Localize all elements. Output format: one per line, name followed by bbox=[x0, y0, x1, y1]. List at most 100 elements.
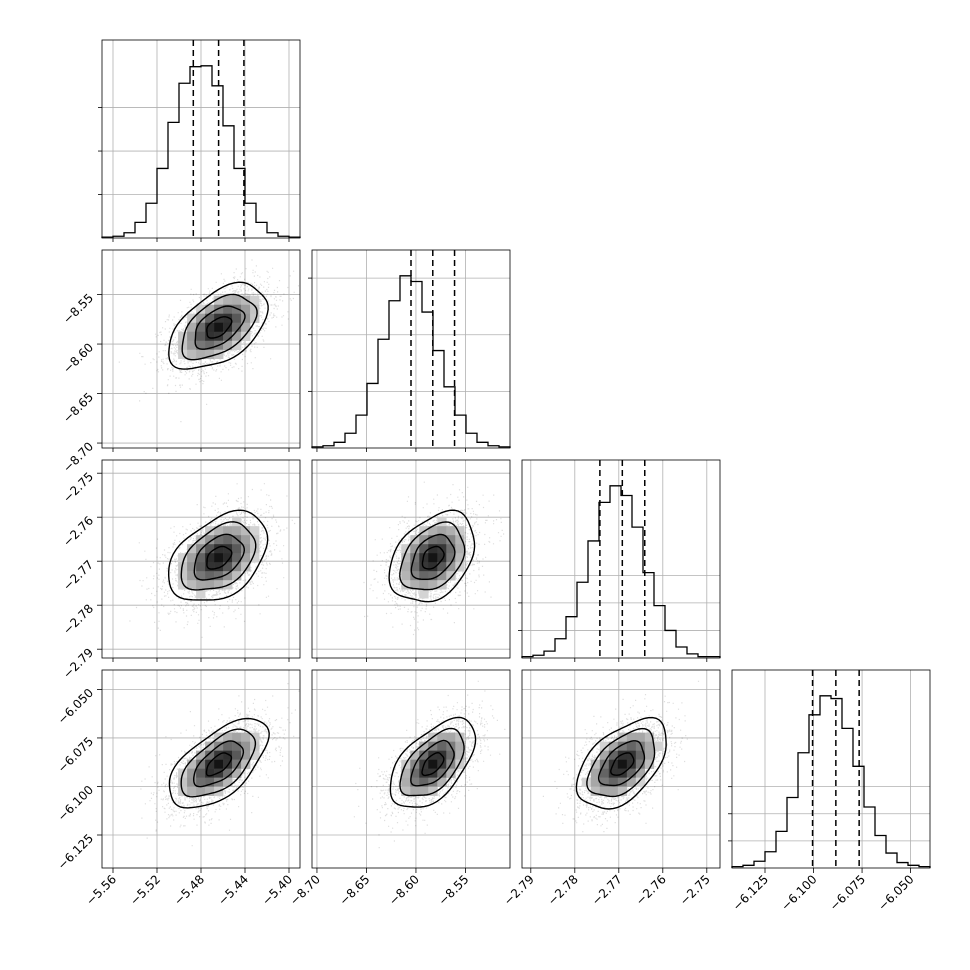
contour-level-1 bbox=[193, 533, 246, 581]
contour-level-2 bbox=[180, 521, 257, 591]
density-cell bbox=[205, 535, 215, 545]
density-cell bbox=[223, 526, 233, 536]
density-cell bbox=[196, 553, 206, 563]
hist-panel-3 bbox=[728, 669, 931, 869]
density-cell bbox=[205, 322, 215, 333]
x-tick-label: −6.125 bbox=[730, 872, 771, 913]
density-cell bbox=[232, 313, 242, 324]
density-cell bbox=[241, 750, 251, 760]
contour-level-0 bbox=[206, 316, 233, 339]
density-cell bbox=[419, 786, 429, 796]
panel-body bbox=[102, 250, 300, 448]
density-cell bbox=[590, 786, 601, 796]
density-cell bbox=[196, 340, 206, 351]
density-cell bbox=[437, 526, 447, 536]
density-cell bbox=[410, 553, 420, 563]
contour-level-3 bbox=[168, 509, 269, 601]
y-tick-label: −8.70 bbox=[60, 439, 96, 475]
density-cell bbox=[419, 535, 429, 545]
density-cell bbox=[232, 741, 242, 751]
x-tick-label: −2.77 bbox=[589, 872, 625, 908]
density-cell bbox=[196, 768, 206, 778]
density-cell bbox=[446, 562, 456, 572]
panel-body bbox=[102, 460, 300, 658]
scatter-panel-2-0 bbox=[101, 459, 301, 659]
density-cell bbox=[187, 331, 197, 342]
density-cell bbox=[187, 553, 197, 563]
density-cell bbox=[187, 349, 197, 360]
density-cell bbox=[599, 768, 610, 778]
x-tick-label: −2.75 bbox=[677, 872, 713, 908]
density-cell bbox=[205, 562, 215, 572]
y-tick-label: −8.55 bbox=[60, 291, 96, 327]
density-cell bbox=[644, 741, 655, 751]
density-cell bbox=[590, 777, 601, 787]
density-cell bbox=[223, 777, 233, 787]
contour-level-2 bbox=[181, 293, 258, 361]
density-cell bbox=[241, 304, 251, 315]
density-cell bbox=[419, 768, 429, 778]
density-cell bbox=[635, 777, 646, 787]
density-cell bbox=[401, 571, 411, 581]
density-cell bbox=[187, 786, 197, 796]
density-cell bbox=[455, 526, 465, 536]
density-cell bbox=[241, 732, 251, 742]
contour-level-2 bbox=[586, 727, 656, 798]
density-cell bbox=[223, 340, 233, 351]
contour-level-0 bbox=[206, 545, 233, 570]
density-cell bbox=[617, 732, 628, 742]
scatter-panel-3-0 bbox=[101, 669, 301, 869]
density-cell bbox=[205, 349, 215, 360]
density-cell bbox=[232, 768, 242, 778]
contour-level-0 bbox=[205, 752, 233, 777]
density-cell bbox=[205, 759, 215, 769]
density-cell bbox=[401, 777, 411, 787]
contour-level-3 bbox=[168, 717, 270, 809]
density-cell bbox=[428, 580, 438, 590]
density-cell bbox=[455, 553, 465, 563]
density-cell bbox=[214, 535, 224, 545]
density-cell bbox=[241, 759, 251, 769]
density-cell bbox=[178, 571, 188, 581]
density-cell bbox=[437, 732, 447, 742]
density-cell bbox=[608, 777, 619, 787]
y-tick-label: −2.75 bbox=[60, 469, 96, 505]
density-cell bbox=[223, 322, 233, 333]
density-cell bbox=[644, 759, 655, 769]
density-cell bbox=[599, 777, 610, 787]
density-cell bbox=[410, 580, 420, 590]
histogram-step-0 bbox=[101, 65, 301, 238]
density-cell bbox=[241, 535, 251, 545]
x-tick-label: −8.60 bbox=[386, 872, 422, 908]
x-tick-label: −2.76 bbox=[633, 872, 669, 908]
density-cell bbox=[196, 331, 206, 342]
y-tick-label: −6.075 bbox=[55, 734, 96, 775]
x-tick-label: −2.78 bbox=[545, 872, 581, 908]
density-cell bbox=[241, 562, 251, 572]
x-tick-label: −8.70 bbox=[287, 872, 323, 908]
y-tick-label: −2.78 bbox=[60, 601, 96, 637]
density-cell bbox=[446, 526, 456, 536]
density-cell bbox=[232, 750, 242, 760]
density-cell bbox=[428, 562, 438, 572]
density-cell bbox=[223, 553, 233, 563]
x-tick-label: −8.55 bbox=[436, 872, 472, 908]
scatter-panel-3-2 bbox=[521, 669, 721, 869]
density-cell bbox=[617, 786, 628, 796]
density-cell bbox=[187, 544, 197, 554]
density-cell bbox=[232, 526, 242, 536]
hist-panel-bg bbox=[732, 670, 930, 868]
density-cell bbox=[241, 553, 251, 563]
density-cell bbox=[437, 553, 447, 563]
density-cell bbox=[232, 304, 242, 315]
x-tick-label: −6.050 bbox=[875, 872, 916, 913]
density-cell bbox=[214, 544, 224, 554]
density-cell bbox=[205, 571, 215, 581]
density-cell bbox=[196, 589, 206, 599]
density-cell bbox=[250, 526, 260, 536]
contour-level-1 bbox=[410, 739, 455, 787]
density-cell bbox=[196, 535, 206, 545]
density-cell bbox=[455, 759, 465, 769]
density-cell bbox=[455, 741, 465, 751]
density-cell bbox=[250, 313, 260, 324]
